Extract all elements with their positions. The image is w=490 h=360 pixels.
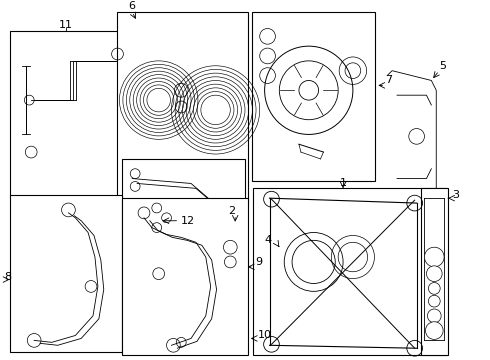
Bar xyxy=(420,188,448,355)
Bar xyxy=(253,188,446,355)
Text: 9: 9 xyxy=(255,257,262,267)
Text: 1: 1 xyxy=(340,179,346,189)
Bar xyxy=(10,31,127,198)
Text: 8: 8 xyxy=(5,272,12,282)
Text: 4: 4 xyxy=(265,235,271,246)
Circle shape xyxy=(426,266,442,282)
Text: 12: 12 xyxy=(181,216,196,226)
Text: 11: 11 xyxy=(58,19,73,30)
Bar xyxy=(118,12,248,203)
Circle shape xyxy=(424,247,444,267)
Bar xyxy=(10,195,122,352)
Text: 5: 5 xyxy=(439,61,446,71)
Text: 7: 7 xyxy=(385,76,392,85)
Text: 2: 2 xyxy=(228,206,236,216)
Circle shape xyxy=(428,283,440,294)
Circle shape xyxy=(428,295,440,307)
Bar xyxy=(252,12,375,181)
Text: 10: 10 xyxy=(258,330,272,341)
Text: 6: 6 xyxy=(128,1,135,11)
Bar xyxy=(122,159,245,330)
Circle shape xyxy=(425,322,443,339)
Bar xyxy=(122,198,248,355)
Text: 3: 3 xyxy=(452,190,459,200)
Circle shape xyxy=(427,309,441,323)
